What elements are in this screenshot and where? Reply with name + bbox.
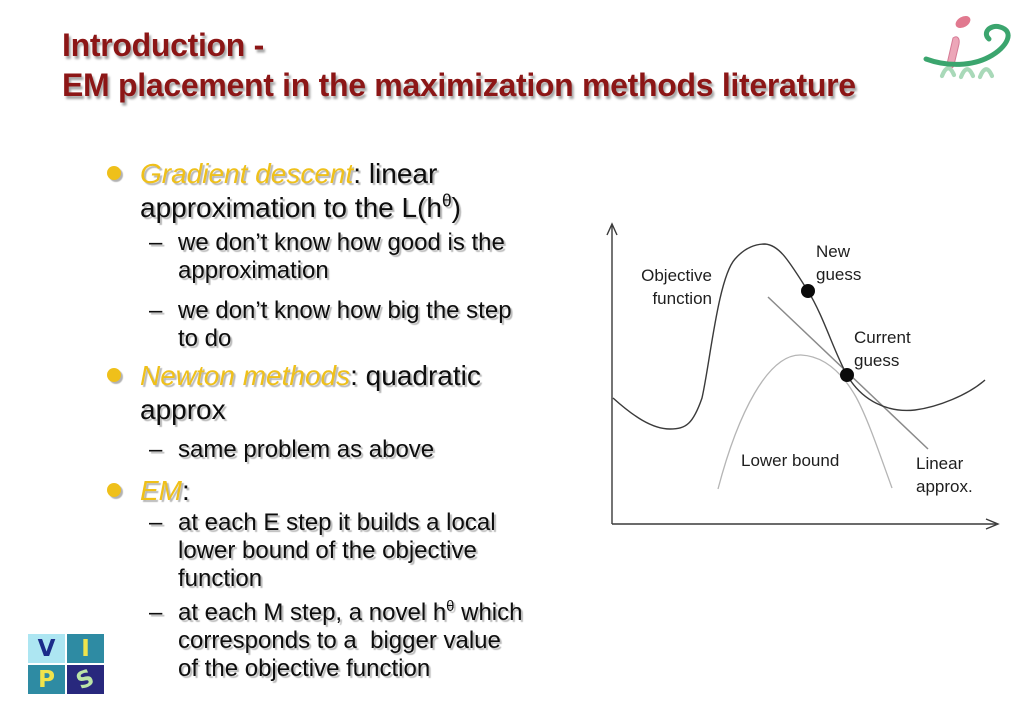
bullet-colon: :: [353, 158, 369, 189]
bullet-keyword: Newton methods: [140, 360, 351, 391]
vips-logo-letter-s: S: [67, 664, 104, 695]
bullet-text: linear approximation to the L(h: [140, 158, 442, 223]
y-axis-arrow-icon: [606, 222, 618, 236]
logo-swoosh: [923, 23, 1011, 67]
sub-bullet-text: same problem as above: [178, 436, 435, 463]
bullet-icon: [107, 166, 121, 180]
sub-bullet-m-step: – at each M step, a novel hθ which corre…: [149, 599, 523, 683]
bullet-gradient-descent: Gradient descent: linear approximation t…: [107, 157, 522, 225]
sub-bullet-text: at each E step it builds a local lower b…: [178, 509, 503, 592]
label-line: approx.: [916, 477, 973, 496]
theta-superscript: θ: [446, 599, 455, 615]
em-bound-diagram: [606, 222, 1000, 530]
label-line: guess: [854, 351, 900, 370]
bullet-em: EM:: [107, 474, 522, 508]
logo-arc-1: [939, 66, 957, 79]
dash-icon: –: [149, 436, 163, 463]
lower-bound-label: Lower bound: [741, 449, 839, 472]
theta-superscript: θ: [441, 190, 452, 211]
sub-bullet-step-size: – we don’t know how big the step to do: [149, 297, 523, 353]
vips-logo-letter-i: I: [67, 634, 104, 663]
sub-bullet-text-b: which corresponds to a bigger value of t…: [178, 599, 530, 682]
bullet-text: quadratic approx: [140, 360, 481, 425]
sub-bullet-text: at each M step, a novel hθ which corresp…: [178, 599, 523, 683]
dash-icon: –: [149, 229, 163, 256]
title-line-2: EM placement in the maximization methods…: [62, 67, 856, 103]
lower-bound-curve: [717, 354, 893, 490]
bullet-keyword: EM: [140, 475, 182, 506]
bullet-colon: :: [182, 475, 190, 506]
objective-function-label: Objective function: [620, 264, 712, 310]
label-line: Lower bound: [741, 451, 840, 470]
bullet-keyword: Gradient descent: [140, 158, 354, 189]
linear-approx-label: Linear approx.: [916, 452, 973, 498]
sub-bullet-approximation-quality: – we don’t know how good is the approxim…: [149, 229, 523, 285]
vips-logo-letter-s-glyph: S: [72, 664, 99, 695]
sub-bullet-text: we don’t know how big the step to do: [178, 297, 519, 352]
title-line-1: Introduction -: [62, 27, 264, 63]
x-axis-arrow-icon: [985, 518, 1000, 530]
logo-i-dot: [955, 15, 971, 29]
current-guess-label: Current guess: [854, 326, 911, 372]
label-line: function: [652, 289, 712, 308]
bullet-text-after: ): [451, 192, 461, 223]
bullet-icon: [107, 368, 121, 382]
sub-bullet-text-a: at each M step, a novel h: [178, 599, 447, 626]
bullet-colon: :: [350, 360, 366, 391]
label-line: Current: [854, 328, 911, 347]
new-guess-point: [801, 284, 815, 298]
institute-logo: [923, 15, 1011, 80]
sub-bullet-same-problem: – same problem as above: [149, 436, 523, 464]
dash-icon: –: [149, 599, 163, 626]
label-line: New: [816, 242, 851, 261]
logo-arc-2: [958, 67, 976, 80]
logo-arc-3: [977, 67, 995, 80]
vips-logo: V I P S: [28, 634, 104, 695]
current-guess-point: [840, 368, 854, 382]
new-guess-label: New guess: [816, 240, 861, 286]
vips-logo-letter-v: V: [28, 634, 65, 663]
bullet-icon: [107, 483, 121, 497]
sub-bullet-e-step: – at each E step it builds a local lower…: [149, 509, 523, 593]
bullet-newton-methods: Newton methods: quadratic approx: [107, 359, 522, 427]
label-line: Linear: [916, 454, 964, 473]
label-line: guess: [816, 265, 862, 284]
dash-icon: –: [149, 509, 163, 536]
vips-logo-letter-p: P: [28, 665, 65, 694]
sub-bullet-text: we don’t know how good is the approximat…: [178, 229, 512, 284]
objective-function-curve: [612, 243, 986, 430]
slide-title: Introduction - EM placement in the maxim…: [62, 25, 962, 105]
dash-icon: –: [149, 297, 163, 324]
label-line: Objective: [641, 266, 712, 285]
